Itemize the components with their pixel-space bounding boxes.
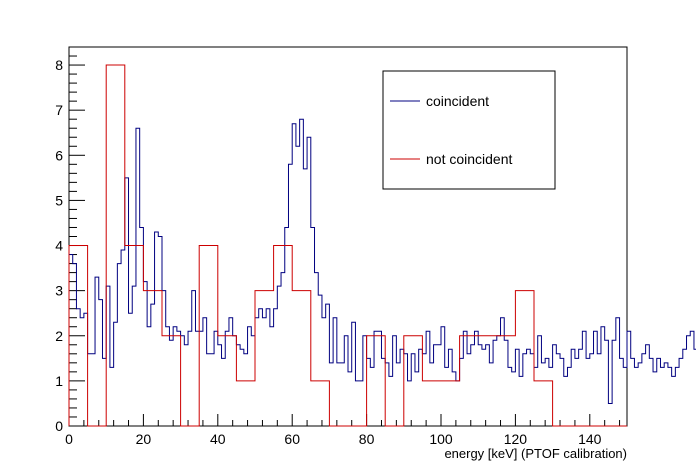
y-tick-label: 4 (55, 238, 63, 254)
series-layer (68, 64, 696, 427)
legend: coincident not coincident (382, 70, 556, 190)
legend-label-not-coincident: not coincident (426, 151, 513, 167)
y-tick-label: 5 (55, 192, 63, 208)
x-tick-label: 80 (359, 431, 375, 447)
series-not-coincident (68, 64, 627, 427)
x-tick-label: 0 (65, 431, 73, 447)
x-tick-label: 100 (429, 431, 453, 447)
legend-box (382, 70, 556, 190)
y-tick-label: 7 (55, 102, 63, 118)
x-tick-label: 60 (284, 431, 300, 447)
y-tick-label: 8 (55, 57, 63, 73)
x-tick-label: 20 (136, 431, 152, 447)
legend-label-coincident: coincident (426, 93, 489, 109)
x-axis: 0 20 40 60 80 100 120 140 (65, 414, 621, 447)
y-tick-label: 6 (55, 147, 63, 163)
x-axis-title: energy [keV] (PTOF calibration) (444, 446, 627, 461)
x-tick-label: 120 (504, 431, 528, 447)
y-tick-label: 3 (55, 283, 63, 299)
x-tick-label: 140 (578, 431, 602, 447)
x-tick-label: 40 (210, 431, 226, 447)
y-axis: 0 1 2 3 4 5 6 7 8 (55, 46, 85, 434)
y-tick-label: 1 (55, 373, 63, 389)
y-tick-label: 2 (55, 328, 63, 344)
y-tick-label: 0 (55, 418, 63, 434)
